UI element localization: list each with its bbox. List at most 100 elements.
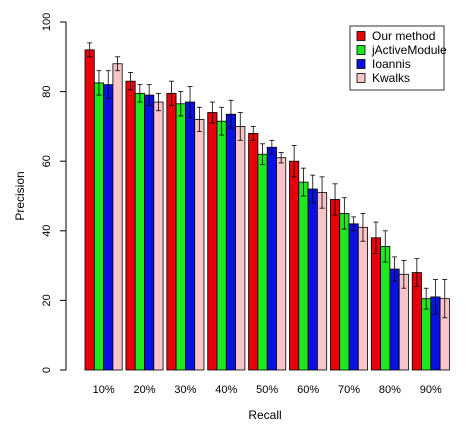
- error-bar-ioannis-50pct: [269, 139, 275, 155]
- error-bar-kwalks-70pct: [360, 212, 366, 242]
- bar-jactivemodule-40pct: [216, 120, 227, 371]
- bar-jactivemodule-80pct: [380, 246, 391, 371]
- x-tick-label: 50%: [256, 384, 278, 396]
- x-tick-label: 90%: [420, 384, 442, 396]
- x-tick-label: 30%: [174, 384, 196, 396]
- error-bar-jactivemodule-80pct: [382, 230, 388, 263]
- error-bar-ioannis-10pct: [105, 70, 111, 99]
- error-bar-kwalks-80pct: [401, 259, 407, 289]
- error-bar-our-method-10pct: [87, 42, 93, 58]
- error-bar-jactivemodule-60pct: [300, 167, 306, 197]
- x-tick-label: 10%: [93, 384, 115, 396]
- x-tick-label: 80%: [379, 384, 401, 396]
- x-tick-label: 20%: [133, 384, 155, 396]
- error-bar-kwalks-30pct: [196, 106, 202, 133]
- error-bar-jactivemodule-40pct: [219, 106, 225, 136]
- legend-swatch: [356, 59, 366, 69]
- y-tick-label: 0: [41, 367, 53, 373]
- error-bar-our-method-60pct: [291, 145, 297, 178]
- x-axis-title: Recall: [248, 408, 281, 422]
- error-bars-layer: [87, 42, 448, 319]
- bar-kwalks-50pct: [276, 157, 287, 371]
- x-tick-label: 40%: [215, 384, 237, 396]
- error-bar-our-method-20pct: [128, 72, 134, 91]
- bar-our-method-90pct: [411, 272, 422, 371]
- bar-our-method-80pct: [370, 237, 381, 371]
- bar-ioannis-80pct: [389, 268, 400, 371]
- bar-jactivemodule-70pct: [339, 212, 350, 371]
- error-bar-our-method-90pct: [414, 258, 420, 287]
- legend-label: Our method: [372, 29, 435, 43]
- bar-our-method-60pct: [289, 160, 300, 371]
- bar-jactivemodule-10pct: [93, 82, 105, 371]
- bar-our-method-20pct: [125, 80, 136, 371]
- legend-swatch: [356, 73, 366, 83]
- bar-ioannis-40pct: [225, 113, 237, 371]
- error-bar-ioannis-80pct: [392, 256, 398, 282]
- error-bar-ioannis-70pct: [351, 216, 357, 232]
- error-bar-ioannis-40pct: [228, 99, 234, 129]
- y-tick-label: 40: [41, 225, 53, 237]
- bar-jactivemodule-30pct: [175, 103, 186, 371]
- bar-ioannis-60pct: [307, 188, 318, 371]
- error-bar-kwalks-10pct: [115, 56, 121, 72]
- error-bar-kwalks-40pct: [237, 112, 243, 141]
- error-bar-ioannis-60pct: [310, 174, 316, 204]
- error-bar-kwalks-60pct: [319, 176, 325, 209]
- y-tick-label: 60: [41, 155, 53, 167]
- legend-box: [349, 25, 445, 91]
- legend-label: Ioannis: [372, 57, 411, 71]
- legend-label: Kwalks: [372, 71, 410, 85]
- error-bar-ioannis-20pct: [146, 84, 152, 106]
- error-bar-kwalks-20pct: [155, 92, 161, 112]
- error-bar-jactivemodule-70pct: [341, 197, 347, 230]
- y-tick-label: 20: [41, 294, 53, 306]
- bar-our-method-50pct: [248, 132, 259, 371]
- error-bar-ioannis-30pct: [187, 85, 193, 119]
- bar-jactivemodule-20pct: [134, 92, 145, 371]
- bar-ioannis-30pct: [184, 101, 196, 371]
- error-bar-our-method-40pct: [209, 101, 215, 124]
- bar-ioannis-20pct: [144, 94, 155, 371]
- error-bar-kwalks-90pct: [442, 279, 448, 319]
- error-bar-jactivemodule-20pct: [137, 84, 143, 103]
- error-bar-jactivemodule-50pct: [260, 143, 266, 166]
- bar-ioannis-70pct: [348, 223, 359, 371]
- legend-label: jActiveModule: [371, 43, 447, 57]
- error-bar-jactivemodule-30pct: [178, 91, 184, 117]
- bar-jactivemodule-60pct: [298, 181, 309, 371]
- error-bar-kwalks-50pct: [278, 152, 284, 164]
- bar-jactivemodule-50pct: [257, 153, 268, 371]
- x-tick-label: 70%: [338, 384, 360, 396]
- bar-ioannis-50pct: [266, 146, 277, 371]
- y-tick-label: 100: [41, 13, 53, 31]
- x-tick-label: 60%: [297, 384, 319, 396]
- error-bar-jactivemodule-90pct: [423, 287, 429, 310]
- bar-kwalks-30pct: [194, 119, 205, 371]
- bar-kwalks-80pct: [398, 273, 409, 371]
- bar-kwalks-20pct: [153, 101, 164, 371]
- error-bar-our-method-70pct: [332, 183, 338, 216]
- y-axis: 0 20 40 60 80 100: [41, 13, 67, 373]
- y-tick-label: 80: [41, 85, 53, 97]
- bar-ioannis-10pct: [103, 84, 114, 371]
- bar-our-method-70pct: [329, 199, 341, 371]
- error-bar-jactivemodule-10pct: [96, 70, 102, 96]
- bar-our-method-40pct: [207, 112, 218, 371]
- error-bar-ioannis-90pct: [432, 279, 438, 315]
- error-bar-our-method-80pct: [373, 221, 379, 254]
- error-bar-our-method-50pct: [250, 126, 256, 141]
- bar-kwalks-70pct: [357, 226, 368, 371]
- x-axis: 10% 20% 30% 40% 50% 60% 70% 80% 90%: [93, 384, 442, 396]
- bar-our-method-10pct: [84, 49, 95, 371]
- bar-kwalks-60pct: [316, 192, 328, 371]
- error-bar-our-method-30pct: [168, 80, 174, 106]
- legend-swatch: [356, 31, 366, 41]
- bar-kwalks-10pct: [112, 63, 123, 371]
- bar-our-method-30pct: [166, 92, 177, 371]
- bar-kwalks-40pct: [235, 126, 246, 371]
- y-axis-title: Precision: [13, 171, 27, 220]
- legend-swatch: [356, 45, 366, 55]
